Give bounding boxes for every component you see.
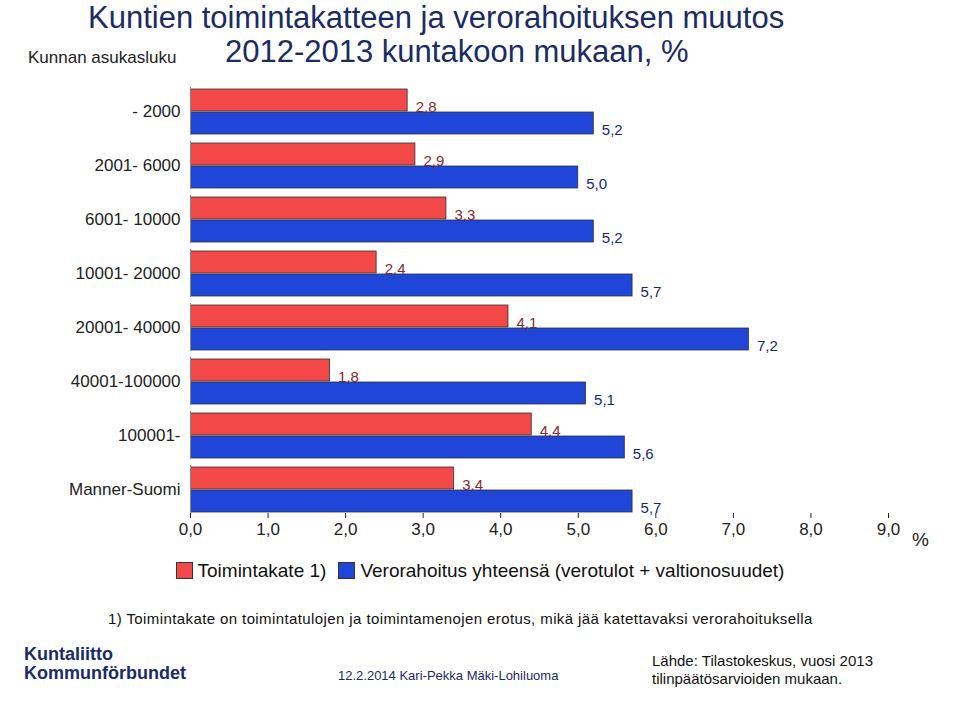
svg-text:9,0: 9,0 — [877, 520, 901, 539]
svg-text:- 2000: - 2000 — [132, 102, 180, 121]
svg-text:3,4: 3,4 — [462, 476, 483, 493]
svg-text:2,8: 2,8 — [416, 98, 437, 115]
html-text:Lähde: Tilastokeskus, vuosi 20: Lähde: Tilastokeskus, vuosi 2013 — [652, 652, 873, 669]
html-text:Kuntien toimintakatteen ja ver: Kuntien toimintakatteen ja verorahoituks… — [88, 0, 785, 35]
svg-text:5,6: 5,6 — [633, 445, 654, 462]
svg-text:5,2: 5,2 — [602, 121, 623, 138]
svg-text:1,8: 1,8 — [338, 368, 359, 385]
svg-text:7,0: 7,0 — [722, 520, 746, 539]
svg-text:3,0: 3,0 — [411, 520, 435, 539]
svg-text:7,2: 7,2 — [757, 337, 778, 354]
svg-text:5,1: 5,1 — [594, 391, 615, 408]
svg-text:5,2: 5,2 — [602, 229, 623, 246]
svg-text:40001-100000: 40001-100000 — [71, 372, 181, 391]
svg-text:5,7: 5,7 — [641, 283, 662, 300]
svg-text:5,7: 5,7 — [641, 499, 662, 516]
html-text:Kommunförbundet: Kommunförbundet — [24, 663, 186, 683]
svg-text:2,9: 2,9 — [423, 152, 444, 169]
svg-text:2001- 6000: 2001- 6000 — [94, 156, 180, 175]
html-text:Verorahoitus yhteensä (verotul: Verorahoitus yhteensä (verotulot + valti… — [360, 560, 785, 581]
svg-text:8,0: 8,0 — [799, 520, 823, 539]
svg-text:2,0: 2,0 — [334, 520, 358, 539]
html-text:tilinpäätösarvioiden mukaan.: tilinpäätösarvioiden mukaan. — [652, 670, 843, 687]
html-text:Toimintakate 1): Toimintakate 1) — [197, 560, 327, 581]
svg-text:4,4: 4,4 — [540, 422, 561, 439]
html-text:Kuntaliitto: Kuntaliitto — [24, 644, 113, 664]
html-text:2012-2013 kuntakoon mukaan, %: 2012-2013 kuntakoon mukaan, % — [225, 34, 689, 69]
svg-text:5,0: 5,0 — [566, 520, 590, 539]
svg-text:6,0: 6,0 — [644, 520, 668, 539]
svg-text:100001-: 100001- — [118, 426, 180, 445]
svg-text:4,1: 4,1 — [516, 314, 537, 331]
svg-text:5,0: 5,0 — [586, 175, 607, 192]
svg-text:10001- 20000: 10001- 20000 — [76, 264, 181, 283]
svg-text:6001- 10000: 6001- 10000 — [85, 210, 180, 229]
svg-text:0,0: 0,0 — [179, 520, 203, 539]
svg-text:2,4: 2,4 — [385, 260, 406, 277]
svg-text:Manner-Suomi: Manner-Suomi — [69, 480, 181, 499]
svg-text:3,3: 3,3 — [454, 206, 475, 223]
svg-text:4,0: 4,0 — [489, 520, 513, 539]
svg-text:20001- 40000: 20001- 40000 — [76, 318, 181, 337]
html-text:Kunnan asukasluku: Kunnan asukasluku — [28, 48, 177, 67]
html-text:12.2.2014 Kari-Pekka Mäki-Lohi: 12.2.2014 Kari-Pekka Mäki-Lohiluoma — [338, 668, 559, 683]
html-text:1) Toimintakate on toimintatul: 1) Toimintakate on toimintatulojen ja to… — [108, 610, 813, 627]
svg-text:1,0: 1,0 — [256, 520, 280, 539]
